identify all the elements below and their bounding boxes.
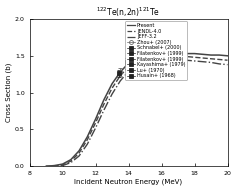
X-axis label: Incident Neutron Energy (MeV): Incident Neutron Energy (MeV) xyxy=(74,179,182,185)
Y-axis label: Cross Section (b): Cross Section (b) xyxy=(5,63,12,122)
Legend: Present, JENDL-4.0, JEFF-3.2, Zhou+ (2007), Schnabel+ (2000), Filatenkov+ (1999): Present, JENDL-4.0, JEFF-3.2, Zhou+ (200… xyxy=(125,21,187,80)
Title: $^{122}$Te(n,2n)$^{121}$Te: $^{122}$Te(n,2n)$^{121}$Te xyxy=(96,6,161,19)
